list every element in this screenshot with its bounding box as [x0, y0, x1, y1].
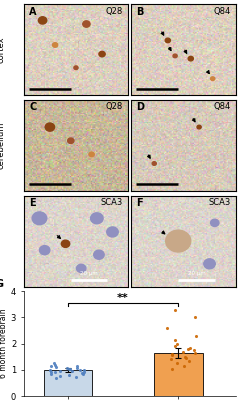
- Text: SCA3: SCA3: [101, 198, 123, 207]
- Circle shape: [152, 162, 156, 165]
- Circle shape: [94, 250, 104, 259]
- Point: [173, 343, 177, 350]
- Text: Q28: Q28: [106, 102, 123, 112]
- Text: 20 µm: 20 µm: [188, 271, 205, 276]
- Point: [52, 360, 56, 366]
- Circle shape: [38, 17, 47, 24]
- Point: [185, 355, 188, 361]
- Text: G: G: [0, 279, 3, 289]
- Circle shape: [99, 51, 105, 57]
- Text: Q84: Q84: [213, 102, 230, 112]
- Y-axis label: PolyQ-ATXN3 in
6 month forebrain: PolyQ-ATXN3 in 6 month forebrain: [0, 309, 8, 378]
- Point: [193, 350, 197, 356]
- Circle shape: [211, 77, 215, 80]
- Point: [49, 366, 52, 373]
- Text: F: F: [136, 198, 143, 208]
- Point: [175, 340, 178, 347]
- Point: [193, 314, 197, 321]
- Circle shape: [61, 240, 70, 248]
- Circle shape: [45, 123, 55, 131]
- Point: [81, 370, 85, 377]
- Text: cerebellum: cerebellum: [0, 122, 5, 169]
- Point: [65, 365, 69, 372]
- Point: [49, 371, 53, 378]
- Point: [70, 368, 74, 374]
- Text: E: E: [29, 198, 36, 208]
- Point: [74, 374, 78, 380]
- Text: C: C: [29, 102, 36, 112]
- Point: [67, 366, 71, 372]
- Text: **: **: [117, 292, 129, 302]
- Point: [80, 370, 84, 376]
- Point: [175, 360, 179, 366]
- Point: [188, 344, 192, 351]
- Point: [67, 372, 71, 378]
- Circle shape: [165, 38, 170, 43]
- Circle shape: [211, 219, 219, 226]
- Circle shape: [89, 152, 94, 157]
- Text: 20 µm: 20 µm: [80, 271, 98, 276]
- Point: [75, 364, 79, 371]
- Point: [170, 352, 174, 359]
- Point: [50, 369, 53, 376]
- Point: [75, 363, 79, 370]
- Point: [82, 369, 86, 375]
- Point: [58, 368, 62, 374]
- Text: B: B: [136, 7, 144, 17]
- Point: [188, 358, 191, 364]
- Circle shape: [173, 54, 177, 58]
- Point: [174, 306, 177, 313]
- Circle shape: [204, 259, 215, 269]
- Point: [54, 375, 58, 382]
- Circle shape: [188, 56, 193, 61]
- Point: [181, 348, 184, 355]
- Point: [169, 356, 173, 362]
- Bar: [154, 353, 203, 396]
- Point: [192, 347, 196, 353]
- Point: [170, 351, 174, 357]
- Circle shape: [197, 125, 201, 129]
- Text: Q84: Q84: [213, 7, 230, 16]
- Circle shape: [91, 213, 103, 224]
- Point: [54, 364, 58, 370]
- Circle shape: [76, 264, 86, 272]
- Circle shape: [167, 236, 173, 242]
- Point: [53, 361, 57, 368]
- Text: cortex: cortex: [0, 36, 5, 63]
- Circle shape: [53, 43, 58, 47]
- Circle shape: [74, 66, 78, 70]
- Point: [79, 367, 82, 373]
- Point: [170, 365, 174, 372]
- Point: [68, 366, 72, 372]
- Point: [58, 372, 61, 379]
- Point: [165, 325, 169, 331]
- Point: [82, 367, 85, 374]
- Text: D: D: [136, 102, 144, 112]
- Point: [186, 346, 190, 352]
- Circle shape: [166, 230, 191, 252]
- Point: [182, 363, 186, 369]
- Point: [53, 368, 57, 375]
- Bar: [44, 370, 92, 396]
- Point: [173, 336, 177, 343]
- Circle shape: [32, 212, 47, 225]
- Point: [49, 362, 53, 369]
- Circle shape: [68, 138, 74, 144]
- Text: A: A: [29, 7, 36, 17]
- Text: Q28: Q28: [106, 7, 123, 16]
- Circle shape: [107, 227, 118, 237]
- Circle shape: [83, 21, 90, 27]
- Point: [183, 354, 187, 360]
- Text: SCA3: SCA3: [208, 198, 230, 207]
- Circle shape: [40, 246, 50, 255]
- Point: [194, 332, 198, 339]
